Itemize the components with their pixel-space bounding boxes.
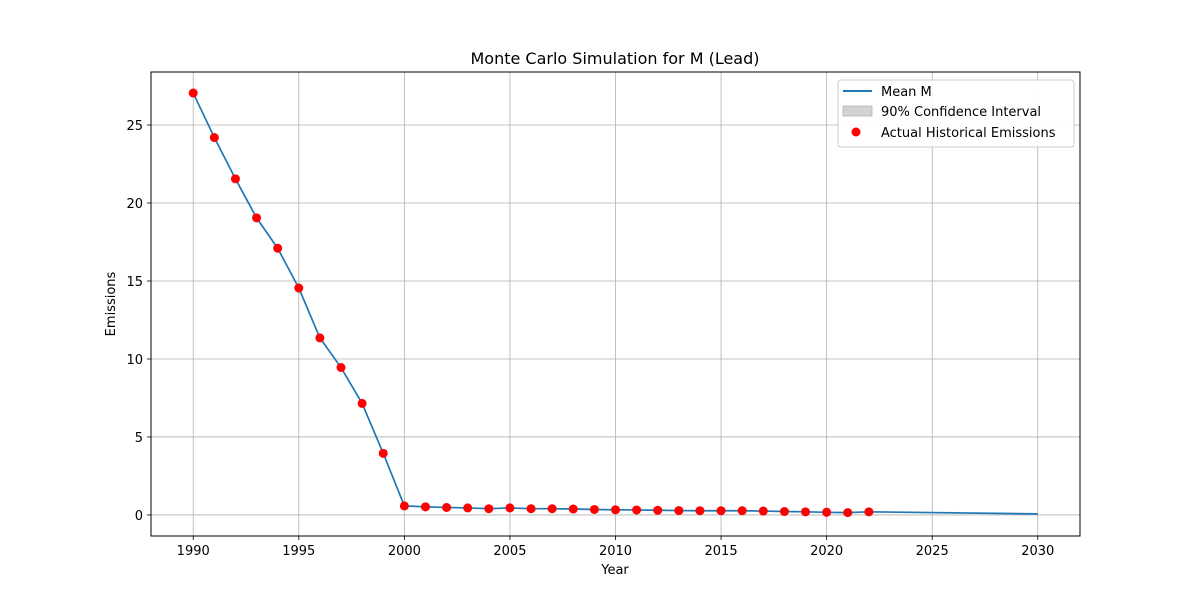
y-tick-label: 15 — [126, 275, 143, 290]
actual-emission-point — [695, 506, 705, 516]
actual-emission-point — [420, 502, 430, 512]
actual-emission-point — [505, 503, 515, 513]
x-axis-label: Year — [600, 563, 629, 578]
y-tick-label: 0 — [135, 509, 143, 524]
actual-emission-point — [399, 501, 409, 511]
actual-emission-point — [611, 505, 620, 515]
actual-emission-point — [632, 505, 642, 515]
legend: Mean M 90% Confidence Interval Actual Hi… — [837, 79, 1075, 148]
x-tick-label: 2000 — [388, 544, 421, 559]
y-tick-label: 10 — [126, 353, 143, 368]
actual-emission-point — [484, 504, 494, 514]
legend-box — [837, 79, 1075, 148]
chart-title: Monte Carlo Simulation for M (Lead) — [470, 49, 759, 68]
x-tick-label: 1990 — [177, 544, 210, 559]
x-tick-label: 2020 — [810, 544, 843, 559]
actual-emission-point — [801, 507, 811, 517]
grid-lines — [151, 72, 1080, 536]
y-tick-label: 20 — [126, 197, 143, 212]
x-tick-label: 2015 — [705, 544, 738, 559]
axes: 1990 1995 2000 2005 2010 2015 2020 2025 20300510… — [126, 119, 1054, 559]
actual-emission-point — [442, 502, 452, 512]
x-tick-label: 2005 — [493, 544, 526, 559]
actual-emission-point — [273, 243, 283, 253]
actual-emission-point — [357, 398, 367, 408]
actual-emission-point — [209, 133, 219, 143]
legend-actual-swatch — [851, 127, 861, 137]
y-tick-label: 5 — [135, 431, 143, 446]
legend-ci-label: 90% Confidence Interval — [881, 105, 1041, 120]
actual-emission-point — [716, 506, 726, 516]
actual-emission-point — [568, 504, 578, 514]
actual-emission-point — [843, 508, 853, 518]
actual-emission-point — [230, 174, 240, 184]
actual-emission-point — [294, 283, 304, 293]
actual-emission-point — [779, 507, 789, 517]
x-tick-label: 1995 — [282, 544, 315, 559]
mean-m-line — [192, 92, 1038, 515]
actual-emission-point — [336, 363, 346, 373]
y-axis-label: Emissions — [104, 271, 119, 336]
actual-emission-point — [315, 333, 325, 343]
actual-emission-point — [864, 507, 874, 517]
legend-ci-swatch — [842, 105, 873, 117]
x-tick-label: 2030 — [1021, 544, 1054, 559]
mean-line-layer — [192, 92, 1038, 515]
actual-emission-point — [737, 506, 747, 516]
plot-frame — [150, 71, 1081, 537]
actual-points-layer — [188, 88, 874, 518]
actual-emission-point — [653, 505, 663, 515]
actual-emission-point — [547, 504, 557, 514]
actual-emission-point — [822, 507, 832, 517]
actual-emission-point — [758, 506, 768, 516]
actual-emission-point — [674, 506, 684, 516]
x-tick-label: 2010 — [599, 544, 632, 559]
y-tick-label: 25 — [126, 119, 143, 134]
legend-actual-label: Actual Historical Emissions — [881, 126, 1056, 141]
actual-emission-point — [378, 448, 388, 458]
actual-emission-point — [526, 504, 536, 514]
actual-emission-point — [252, 213, 262, 223]
actual-emission-point — [188, 88, 198, 98]
actual-emission-point — [463, 503, 473, 513]
legend-mean-label: Mean M — [881, 85, 932, 100]
actual-emission-point — [589, 504, 599, 514]
x-tick-label: 2025 — [916, 544, 949, 559]
